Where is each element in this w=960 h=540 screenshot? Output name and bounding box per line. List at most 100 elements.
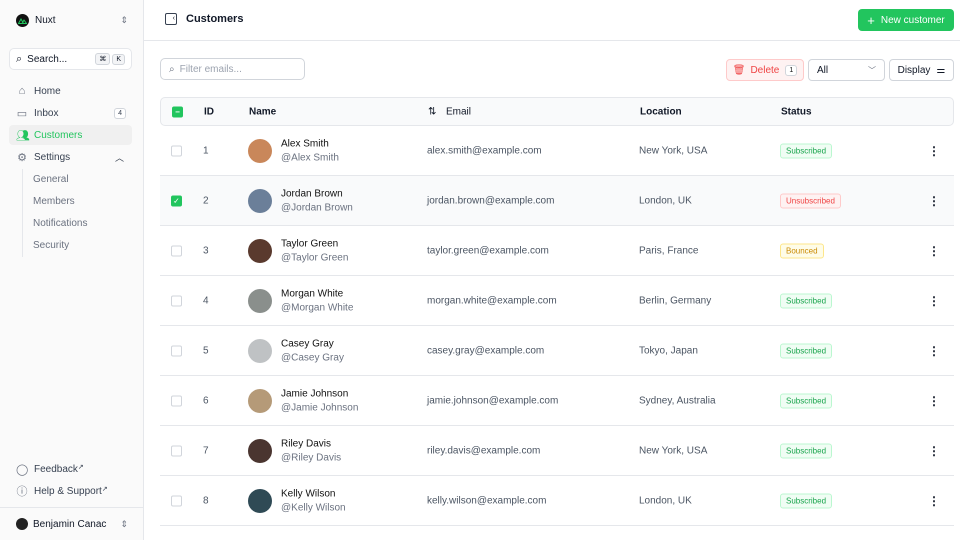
user-menu[interactable]: Benjamin Canac ⇕ xyxy=(16,516,128,532)
customer-handle: @Kelly Wilson xyxy=(281,502,346,513)
table-row[interactable]: 6 Jamie Johnson @Jamie Johnson jamie.john… xyxy=(160,376,954,426)
display-button[interactable]: Display ⚌ xyxy=(889,59,954,81)
sidebar: Nuxt ⇕ ⌕ Search... ⌘ K ⌂ Home ▭ Inbox 4 👥︎ C… xyxy=(0,0,144,540)
customer-handle: @Jamie Johnson xyxy=(281,402,359,413)
chevron-down-icon: ﹀ xyxy=(868,65,876,75)
customer-email: alex.smith@example.com xyxy=(427,145,542,156)
column-name[interactable]: Name xyxy=(249,106,277,117)
sidebar-item-label: Customers xyxy=(34,129,83,141)
customer-id: 5 xyxy=(203,345,209,356)
sidebar-item-members[interactable]: Members xyxy=(33,196,75,207)
customer-handle: @Alex Smith xyxy=(281,152,339,163)
row-actions-icon[interactable]: ⋮ xyxy=(928,193,940,208)
sidebar-item-customers[interactable]: 👥︎ Customers xyxy=(9,125,132,145)
row-checkbox[interactable] xyxy=(171,345,182,356)
sidebar-item-security[interactable]: Security xyxy=(33,240,70,251)
row-checkbox[interactable] xyxy=(171,295,182,306)
customers-table: − ID Name ⇅ Email Location Status 1 Alex… xyxy=(160,97,954,526)
select-all-checkbox[interactable]: − xyxy=(172,106,183,117)
row-checkbox[interactable]: ✓ xyxy=(171,195,182,206)
customer-email: morgan.white@example.com xyxy=(427,295,557,306)
gear-icon: ⚙ xyxy=(17,151,27,164)
column-location[interactable]: Location xyxy=(640,106,682,117)
plus-icon: + xyxy=(867,12,875,28)
avatar xyxy=(248,288,272,313)
table-row[interactable]: 4 Morgan White @Morgan White morgan.white… xyxy=(160,276,954,326)
feedback-link[interactable]: ◯ Feedback ↗ xyxy=(9,459,132,479)
row-actions-icon[interactable]: ⋮ xyxy=(928,393,940,408)
submenu-divider xyxy=(22,169,23,257)
user-name: Benjamin Canac xyxy=(33,518,107,530)
customer-location: London, UK xyxy=(639,495,692,506)
avatar xyxy=(248,488,272,513)
external-link-icon: ↗ xyxy=(101,485,108,493)
row-checkbox[interactable] xyxy=(171,145,182,156)
customer-id: 8 xyxy=(203,495,209,506)
status-badge: Subscribed xyxy=(780,443,833,458)
row-actions-icon[interactable]: ⋮ xyxy=(928,293,940,308)
inbox-icon: ▭ xyxy=(16,107,28,120)
delete-button[interactable]: 🗑︎ Delete 1 xyxy=(726,59,804,81)
row-actions-icon[interactable]: ⋮ xyxy=(928,243,940,258)
customer-id: 4 xyxy=(203,295,209,306)
table-row[interactable]: 1 Alex Smith @Alex Smith alex.smith@examp… xyxy=(160,126,954,176)
customer-location: Berlin, Germany xyxy=(639,295,712,306)
status-select[interactable]: All ﹀ xyxy=(808,59,885,81)
column-email[interactable]: Email xyxy=(446,106,472,117)
avatar xyxy=(248,188,272,213)
table-header: − ID Name ⇅ Email Location Status xyxy=(160,97,954,126)
row-actions-icon[interactable]: ⋮ xyxy=(928,443,940,458)
row-checkbox[interactable] xyxy=(171,395,182,406)
column-status[interactable]: Status xyxy=(781,106,812,117)
status-badge: Subscribed xyxy=(780,143,833,158)
row-checkbox[interactable] xyxy=(171,445,182,456)
search-button[interactable]: ⌕ Search... ⌘ K xyxy=(9,48,132,70)
customer-name-cell: Jordan Brown @Jordan Brown xyxy=(281,188,353,213)
help-support-link[interactable]: ⓘ Help & Support ↗ xyxy=(9,481,132,501)
row-actions-icon[interactable]: ⋮ xyxy=(928,343,940,358)
table-row[interactable]: 7 Riley Davis @Riley Davis riley.davis@ex… xyxy=(160,426,954,476)
table-row[interactable]: ✓ 2 Jordan Brown @Jordan Brown jordan.bro… xyxy=(160,176,954,226)
avatar xyxy=(248,338,272,363)
row-checkbox[interactable] xyxy=(171,245,182,256)
sidebar-item-inbox[interactable]: ▭ Inbox 4 xyxy=(9,103,132,123)
sort-icon[interactable]: ⇅ xyxy=(428,106,437,117)
footer-divider xyxy=(0,507,143,508)
status-badge: Subscribed xyxy=(780,293,833,308)
sidebar-item-general[interactable]: General xyxy=(33,174,69,185)
sidebar-item-home[interactable]: ⌂ Home xyxy=(9,81,132,101)
customer-name-cell: Kelly Wilson @Kelly Wilson xyxy=(281,488,346,513)
customer-id: 1 xyxy=(203,145,209,156)
column-id[interactable]: ID xyxy=(204,106,214,117)
table-body: 1 Alex Smith @Alex Smith alex.smith@examp… xyxy=(160,126,954,526)
team-switcher[interactable]: Nuxt ⇕ xyxy=(16,12,128,28)
customer-email: casey.gray@example.com xyxy=(427,345,545,356)
row-actions-icon[interactable]: ⋮ xyxy=(928,493,940,508)
row-checkbox[interactable] xyxy=(171,495,182,506)
customer-name: Jordan Brown xyxy=(281,188,343,199)
new-customer-button[interactable]: + New customer xyxy=(858,9,954,31)
row-actions-icon[interactable]: ⋮ xyxy=(928,143,940,158)
customer-name: Casey Gray xyxy=(281,338,334,349)
customer-location: Tokyo, Japan xyxy=(639,345,698,356)
table-row[interactable]: 8 Kelly Wilson @Kelly Wilson kelly.wilson… xyxy=(160,476,954,526)
nuxt-logo-icon xyxy=(16,13,29,27)
customer-location: London, UK xyxy=(639,195,692,206)
filter-emails-input[interactable]: ⌕ Filter emails... xyxy=(160,58,305,80)
customer-name: Morgan White xyxy=(281,288,344,299)
customer-name-cell: Taylor Green @Taylor Green xyxy=(281,238,348,263)
main-panel: ‹ Customers + New customer ⌕ Filter emails… xyxy=(144,0,960,540)
sidebar-item-notifications[interactable]: Notifications xyxy=(33,218,88,229)
delete-count-badge: 1 xyxy=(785,64,798,76)
collapse-sidebar-icon[interactable]: ‹ xyxy=(165,13,177,25)
customer-email: kelly.wilson@example.com xyxy=(427,495,547,506)
customer-id: 7 xyxy=(203,445,209,456)
customer-name-cell: Morgan White @Morgan White xyxy=(281,288,353,313)
users-icon: 👥︎ xyxy=(16,129,30,142)
sidebar-item-settings[interactable]: ⚙ Settings ︿ xyxy=(9,147,132,167)
table-row[interactable]: 5 Casey Gray @Casey Gray casey.gray@examp… xyxy=(160,326,954,376)
customer-location: Paris, France xyxy=(639,245,699,256)
customer-name: Riley Davis xyxy=(281,438,332,449)
filter-placeholder: Filter emails... xyxy=(179,63,242,75)
table-row[interactable]: 3 Taylor Green @Taylor Green taylor.green… xyxy=(160,226,954,276)
